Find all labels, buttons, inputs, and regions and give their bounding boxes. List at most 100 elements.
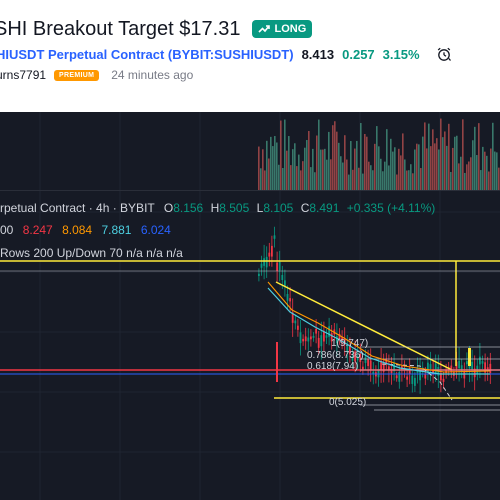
volume-bar xyxy=(276,142,278,190)
candle-body xyxy=(341,337,343,343)
volume-profile-settings: Rows 200 Up/Down 70 n/a n/a n/a xyxy=(0,246,183,260)
candle-body xyxy=(434,363,437,373)
fib-label-0786: 0.786(8.736) xyxy=(307,350,364,361)
trend-up-arrow-icon xyxy=(258,25,271,33)
volume-bar xyxy=(262,149,264,190)
volume-bar xyxy=(314,172,316,190)
volume-bar xyxy=(328,131,330,190)
ohlc-close-key: C xyxy=(300,201,310,215)
candle-body xyxy=(320,335,323,347)
volume-bar xyxy=(326,159,328,190)
candle-body xyxy=(367,359,369,366)
volume-bar xyxy=(268,158,270,190)
volume-bar xyxy=(294,143,296,190)
volume-bar xyxy=(482,146,484,190)
fib-label-1: 1(9.747) xyxy=(331,338,369,349)
volume-bar xyxy=(274,136,276,190)
volume-bar xyxy=(436,138,438,190)
volume-bar xyxy=(438,149,440,190)
candle-body xyxy=(325,335,328,338)
volume-bar xyxy=(378,146,380,190)
volume-bar xyxy=(380,158,382,190)
ohlc-high-key: H xyxy=(210,201,220,215)
price-chart[interactable]: rpetual Contract · 4h · BYBIT O8.156 H 8.… xyxy=(0,112,500,500)
volume-bar xyxy=(266,140,268,190)
fib-label-0618: 0.618(7.94) xyxy=(307,361,359,372)
volume-bar xyxy=(272,146,274,190)
volume-bar xyxy=(306,140,308,190)
candle-body xyxy=(346,345,349,353)
volume-bar xyxy=(296,166,298,190)
ohlc-open-key: O xyxy=(163,201,174,215)
candle-body xyxy=(432,369,434,374)
candle-body xyxy=(336,336,338,344)
idea-title: SHI Breakout Target $17.31 xyxy=(0,17,241,40)
alarm-clock-icon[interactable] xyxy=(436,46,452,62)
candle-body xyxy=(284,280,286,286)
volume-bar xyxy=(472,140,474,190)
volume-bar xyxy=(318,119,320,190)
candle-body xyxy=(486,367,489,371)
volume-bar xyxy=(440,118,442,190)
legend-volume-profile-line[interactable]: Rows 200 Up/Down 70 n/a n/a n/a xyxy=(0,246,183,260)
symbol-price: 8.413 xyxy=(301,46,335,62)
volume-bar xyxy=(490,148,492,190)
volume-bar xyxy=(370,165,372,190)
candle-body xyxy=(286,293,289,301)
candle-body xyxy=(424,373,427,379)
volume-bar xyxy=(288,136,290,190)
volume-bar xyxy=(448,123,450,190)
candle-body xyxy=(258,273,260,277)
candle-body xyxy=(466,361,468,365)
descending-trendline xyxy=(275,281,453,371)
candle-body xyxy=(382,364,385,372)
ohlc-open: 8.156 xyxy=(173,201,204,215)
candle-body xyxy=(463,371,466,379)
symbol-link[interactable]: HIUSDT Perpetual Contract (BYBIT:SUSHIUS… xyxy=(0,46,294,62)
volume-bar xyxy=(350,141,352,190)
candle-body xyxy=(291,312,294,323)
candle-body xyxy=(479,356,481,365)
legend-indicator-line[interactable]: 00 8.247 8.084 7.881 6.024 xyxy=(0,223,171,237)
volume-bar xyxy=(376,126,378,190)
candle-body xyxy=(349,345,351,355)
candle-body xyxy=(299,332,302,344)
volume-bar xyxy=(444,131,446,190)
candle-body xyxy=(385,358,388,365)
author-row: urns7791 PREMIUM 24 minutes ago xyxy=(0,66,193,84)
candle-body xyxy=(377,369,380,378)
candle-body xyxy=(328,326,330,337)
volume-bar xyxy=(402,133,404,190)
idea-header: SHI Breakout Target $17.31 LONG HIUSDT P… xyxy=(0,0,500,112)
volume-bar xyxy=(412,173,414,190)
volume-bar xyxy=(316,135,318,190)
candle-body xyxy=(380,360,382,370)
candle-body xyxy=(458,360,460,369)
volume-bar xyxy=(284,119,286,190)
volume-bar xyxy=(310,167,312,190)
candle-body xyxy=(450,365,453,372)
volume-bar xyxy=(374,143,376,190)
volume-bar xyxy=(264,170,266,190)
ohlc-low: 8.105 xyxy=(263,201,294,215)
candle-body xyxy=(297,325,299,330)
legend-symbol: rpetual Contract · 4h · BYBIT xyxy=(0,201,155,215)
candle-body xyxy=(445,369,447,373)
volume-bar xyxy=(426,148,428,190)
volume-bar xyxy=(372,170,374,190)
author-name[interactable]: urns7791 xyxy=(0,68,47,82)
volume-bar xyxy=(390,138,392,190)
candle-body xyxy=(351,356,354,361)
legend-symbol-line: rpetual Contract · 4h · BYBIT O8.156 H 8.… xyxy=(0,201,439,215)
indicator-value-4: 6.024 xyxy=(140,223,171,237)
candle-body xyxy=(440,372,442,381)
volume-bar xyxy=(338,142,340,190)
chart-canvas[interactable] xyxy=(0,112,500,500)
volume-bar xyxy=(478,123,480,190)
candle-body xyxy=(354,351,356,362)
volume-bar xyxy=(466,164,468,190)
volume-bar xyxy=(484,151,486,190)
volume-bar xyxy=(356,140,358,190)
candle-body xyxy=(369,360,372,370)
candle-body xyxy=(265,256,268,268)
